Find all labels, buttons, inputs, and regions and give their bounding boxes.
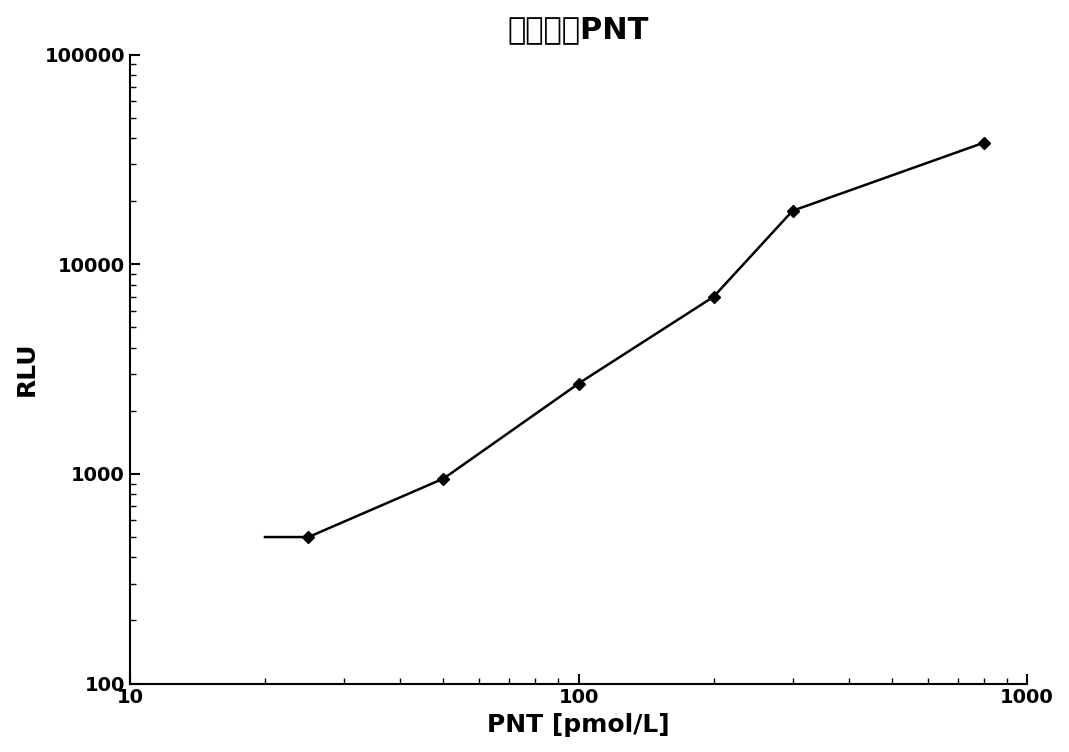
X-axis label: PNT [pmol/L]: PNT [pmol/L] — [487, 713, 670, 737]
Y-axis label: RLU: RLU — [15, 342, 38, 396]
Title: 校准曲线PNT: 校准曲线PNT — [508, 15, 649, 44]
